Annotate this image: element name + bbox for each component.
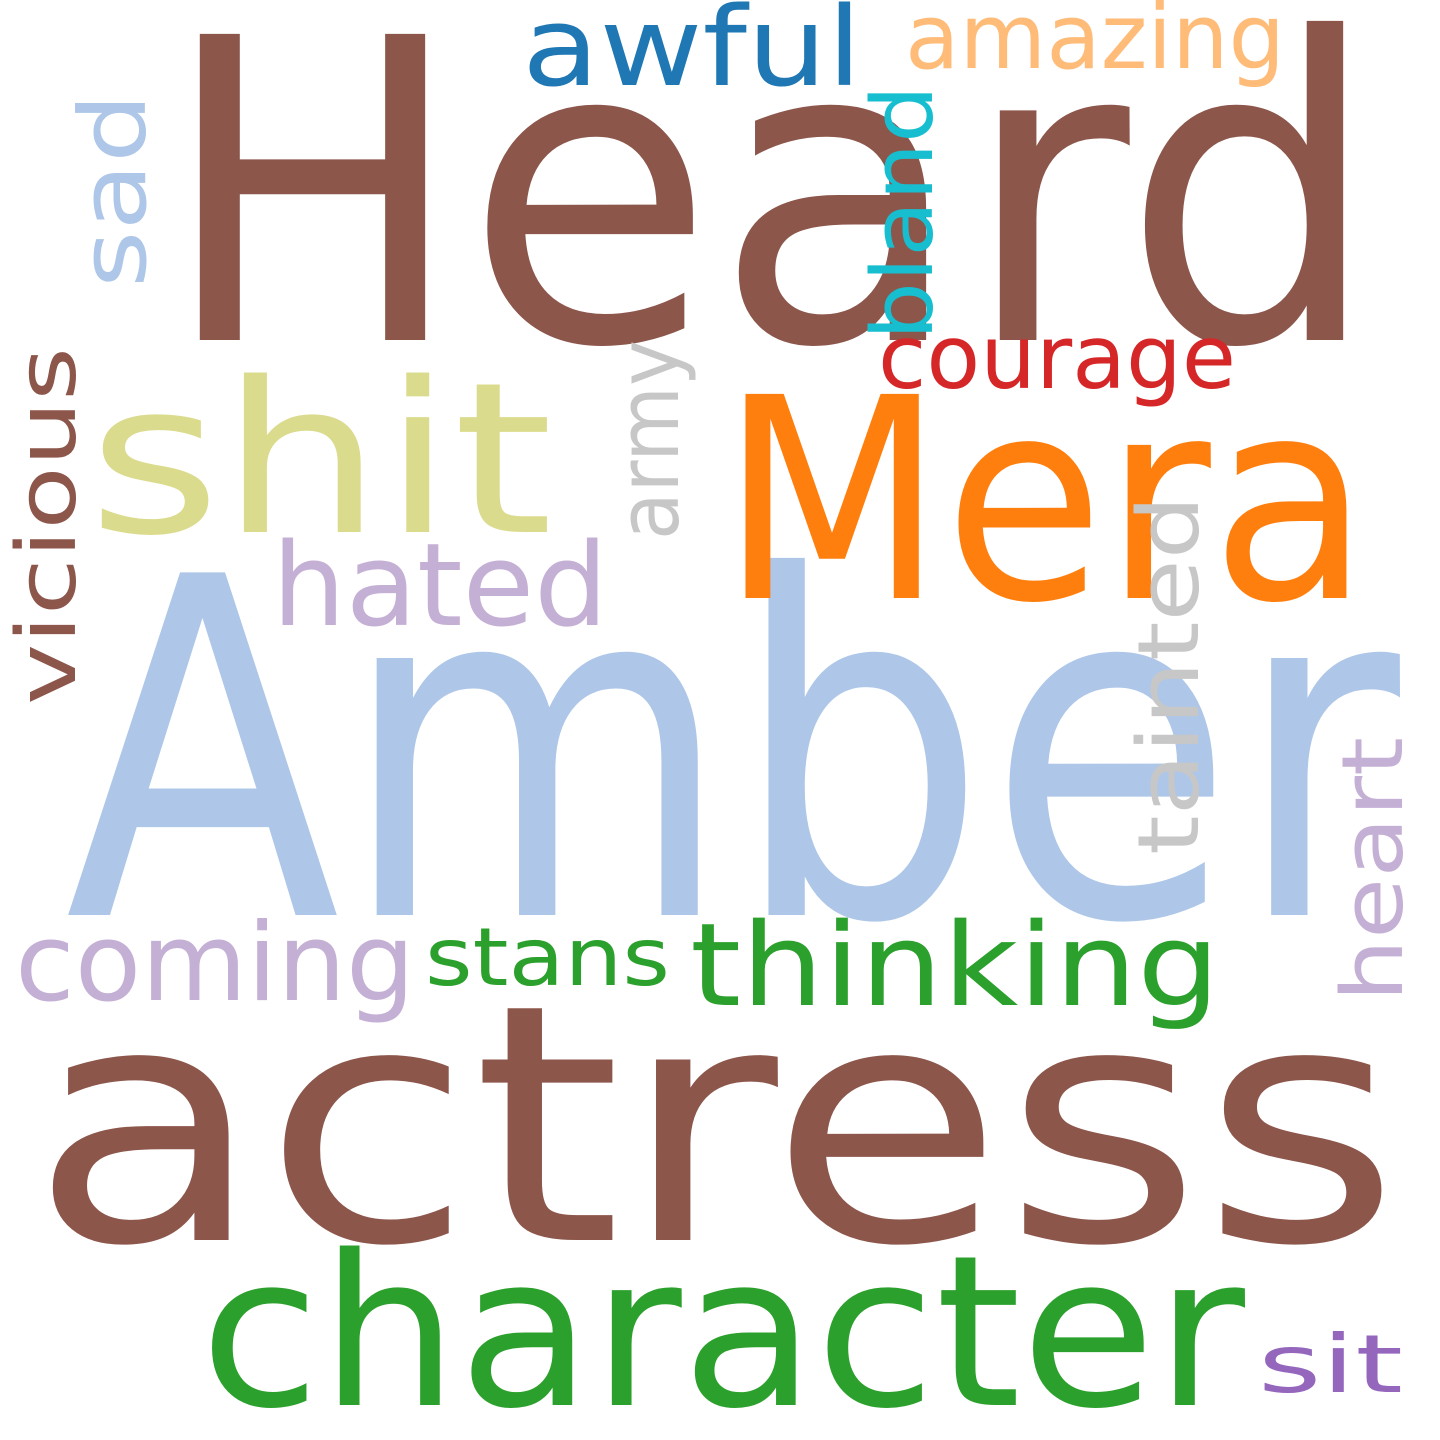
- word-amber: Amber: [65, 479, 1404, 1026]
- word-coming: coming: [15, 901, 415, 1026]
- word-amazing: amazing: [905, 0, 1285, 90]
- word-mera: Mera: [720, 339, 1370, 665]
- word-sit: sit: [1258, 1318, 1403, 1411]
- word-courage: courage: [878, 306, 1236, 409]
- word-heart: heart: [1324, 737, 1423, 1002]
- word-bland: bland: [854, 85, 953, 340]
- word-army: army: [600, 340, 699, 540]
- word-awful: awful: [522, 0, 862, 111]
- word-sad: sad: [60, 93, 167, 288]
- word-character: character: [200, 1210, 1246, 1440]
- word-hated: hated: [272, 519, 608, 653]
- word-tainted: tainted: [1120, 495, 1219, 855]
- word-stans: stans: [425, 911, 670, 1004]
- word-thinking: thinking: [690, 899, 1220, 1033]
- word-vicious: vicious: [0, 347, 95, 705]
- word-shit: shit: [88, 337, 553, 582]
- word-heard: Heard: [160, 0, 1380, 440]
- word-actress: actress: [30, 934, 1400, 1318]
